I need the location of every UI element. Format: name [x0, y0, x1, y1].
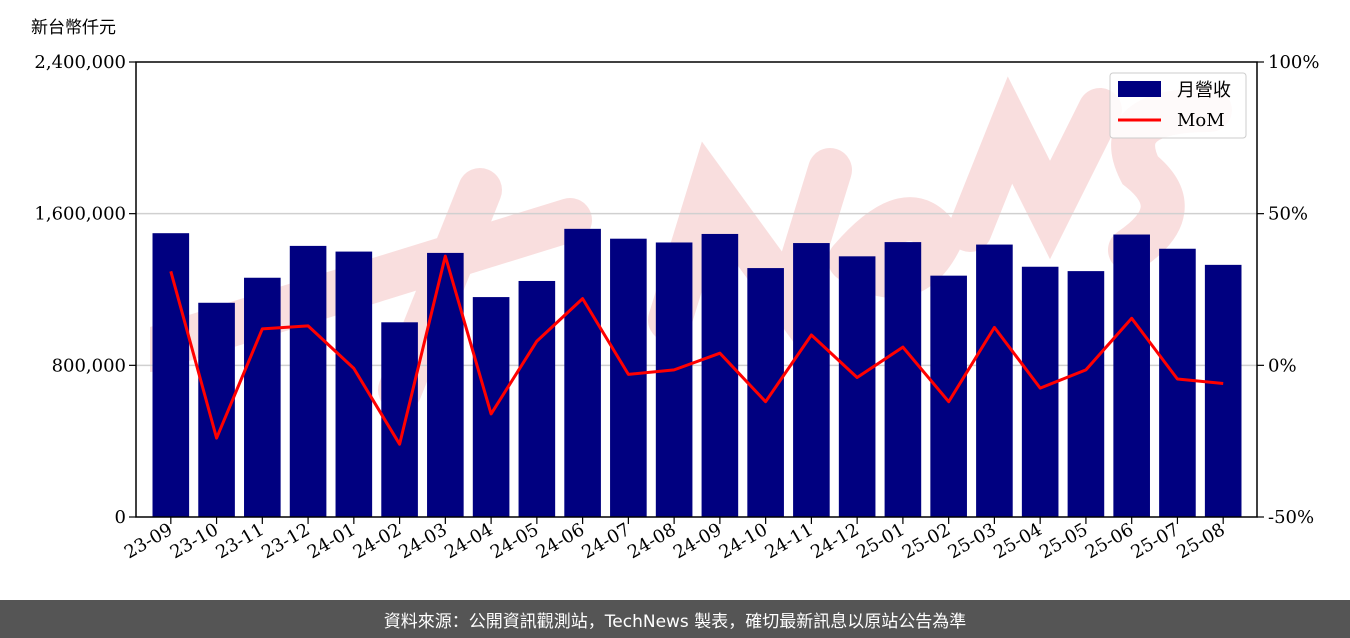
- legend: 月營收 MoM: [1109, 72, 1247, 139]
- mom-line: [169, 254, 1224, 446]
- bar-24-02: [381, 322, 418, 517]
- bar-25-05: [1067, 271, 1105, 517]
- x-tick-label: 25-08: [1173, 519, 1228, 563]
- bar-24-04: [472, 297, 510, 517]
- x-tick-label: 25-01: [853, 519, 908, 563]
- x-tick-label: 24-09: [670, 519, 725, 563]
- x-tick-label: 23-10: [167, 519, 222, 563]
- legend-bar-label: 月營收: [1177, 80, 1231, 101]
- x-tick-label: 25-05: [1036, 519, 1091, 563]
- revenue-chart: 新台幣仟元 0 800,000 1,600,000 2,400,000 -50% 0% 50…: [31, 18, 1319, 563]
- legend-bar-swatch: [1118, 81, 1161, 97]
- bar-23-12: [289, 245, 327, 518]
- x-tick-label: 24-10: [716, 519, 771, 563]
- bar-24-07: [610, 238, 647, 518]
- x-tick-label: 24-04: [441, 519, 496, 563]
- y2-tick-label: 100%: [1268, 52, 1319, 73]
- bar-24-05: [518, 280, 556, 517]
- bar-25-07: [1159, 248, 1196, 518]
- y-tick-label: 2,400,000: [34, 52, 126, 73]
- legend-line-label: MoM: [1177, 110, 1225, 131]
- x-tick-label: 24-11: [761, 519, 816, 563]
- y-tick-label: 800,000: [52, 355, 126, 376]
- bar-24-11: [793, 243, 830, 518]
- x-tick-label: 24-01: [304, 519, 359, 563]
- x-tick-label: 25-03: [944, 519, 999, 563]
- bar-24-03: [427, 252, 464, 518]
- y2-tick-label: 50%: [1268, 204, 1308, 225]
- x-tick-label: 25-07: [1127, 519, 1182, 563]
- y-tick-label: 0: [115, 507, 126, 528]
- bar-24-09: [701, 233, 739, 517]
- bar-24-01: [335, 251, 373, 518]
- x-tick-label: 24-03: [395, 519, 450, 563]
- mom-line-series: [169, 254, 1224, 446]
- x-tick-label: 23-12: [258, 519, 313, 563]
- y-axis-label: 新台幣仟元: [31, 18, 116, 38]
- bar-24-10: [747, 268, 784, 517]
- bar-25-08: [1204, 264, 1242, 517]
- bar-25-04: [1021, 266, 1059, 517]
- source-footer-text: 資料來源：公開資訊觀測站，TechNews 製表，確切最新訊息以原站公告為準: [383, 611, 967, 632]
- plot-frame: [135, 61, 1258, 518]
- y2-tick-label: -50%: [1268, 507, 1314, 528]
- x-tick-label: 24-05: [487, 519, 542, 563]
- x-tick-label: 24-02: [350, 519, 405, 563]
- x-tick-label: 23-09: [121, 519, 176, 563]
- x-tick-label: 24-07: [578, 519, 633, 563]
- bar-23-09: [152, 233, 190, 517]
- bar-25-01: [884, 242, 922, 517]
- bar-24-06: [564, 228, 601, 518]
- bar-24-12: [838, 256, 876, 517]
- bar-series: [152, 228, 1242, 518]
- y2-tick-label: 0%: [1268, 355, 1297, 376]
- x-tick-label: 25-06: [1082, 519, 1137, 563]
- bar-25-02: [930, 275, 967, 517]
- bar-24-08: [655, 242, 693, 517]
- bar-25-06: [1113, 234, 1150, 518]
- x-tick-label: 23-11: [212, 519, 267, 563]
- x-tick-label: 25-04: [990, 519, 1045, 563]
- x-tick-label: 25-02: [899, 519, 954, 563]
- bar-25-03: [976, 244, 1013, 517]
- bar-23-11: [244, 277, 281, 517]
- source-footer: 資料來源：公開資訊觀測站，TechNews 製表，確切最新訊息以原站公告為準: [0, 600, 1350, 638]
- x-tick-label: 24-12: [807, 519, 862, 563]
- x-tick-label: 24-06: [533, 519, 588, 563]
- y-tick-label: 1,600,000: [34, 204, 126, 225]
- x-tick-label: 24-08: [624, 519, 679, 563]
